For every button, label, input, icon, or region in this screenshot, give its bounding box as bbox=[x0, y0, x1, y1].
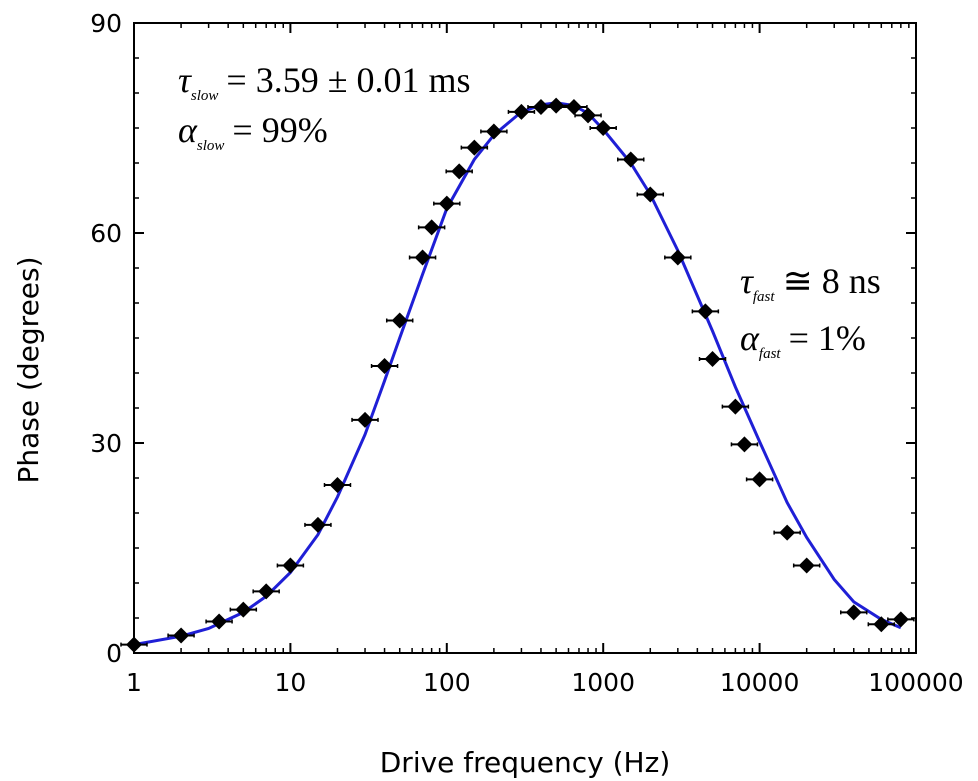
data-point bbox=[370, 358, 399, 374]
data-point bbox=[867, 616, 896, 633]
annotation-alpha-fast: αfast = 1% bbox=[740, 318, 866, 362]
diamond-marker bbox=[532, 99, 549, 115]
diamond-marker bbox=[779, 524, 796, 541]
y-tick-label: 30 bbox=[90, 429, 122, 458]
diamond-marker bbox=[751, 471, 768, 488]
data-point bbox=[730, 436, 759, 453]
y-tick-label: 0 bbox=[106, 639, 122, 668]
diamond-marker bbox=[513, 103, 530, 120]
data-point bbox=[323, 477, 352, 493]
diamond-marker bbox=[892, 611, 909, 628]
diamond-marker bbox=[565, 99, 582, 115]
diamond-marker bbox=[126, 636, 142, 653]
diamond-marker bbox=[548, 97, 565, 114]
data-point bbox=[507, 103, 536, 120]
data-point bbox=[417, 219, 446, 236]
annotation-alpha-slow: αslow = 99% bbox=[178, 110, 328, 154]
diamond-marker bbox=[845, 604, 862, 621]
fit-curve bbox=[133, 101, 902, 647]
data-point bbox=[745, 471, 774, 488]
x-tick-label: 1000 bbox=[571, 668, 635, 697]
data-point bbox=[589, 120, 617, 136]
diamond-marker bbox=[376, 358, 393, 374]
data-point bbox=[351, 411, 379, 428]
data-point bbox=[887, 611, 915, 628]
diamond-marker bbox=[414, 249, 431, 266]
diamond-marker bbox=[438, 195, 455, 212]
data-point bbox=[480, 123, 508, 140]
diamond-marker bbox=[622, 151, 639, 168]
data-point bbox=[229, 601, 258, 618]
x-tick-label: 10000 bbox=[720, 668, 800, 697]
data-points bbox=[120, 97, 915, 653]
data-point bbox=[252, 583, 280, 600]
data-point bbox=[773, 524, 801, 541]
diamond-marker bbox=[580, 107, 597, 124]
diamond-marker bbox=[173, 627, 190, 644]
diamond-marker bbox=[873, 616, 890, 633]
x-tick-label: 10 bbox=[274, 668, 306, 697]
diamond-marker bbox=[642, 186, 659, 203]
diamond-marker bbox=[669, 249, 686, 266]
data-point bbox=[167, 627, 195, 644]
y-tick-label: 90 bbox=[90, 9, 122, 38]
diamond-marker bbox=[451, 163, 468, 180]
data-point bbox=[691, 303, 720, 320]
data-point bbox=[304, 516, 332, 533]
y-axis-title: Phase (degrees) bbox=[12, 256, 45, 483]
annotation-tau-fast: τfast ≅ 8 ns bbox=[740, 261, 881, 305]
data-point bbox=[840, 604, 868, 621]
data-point bbox=[408, 249, 437, 266]
diamond-marker bbox=[595, 120, 612, 136]
data-point bbox=[574, 107, 602, 124]
data-point bbox=[664, 249, 692, 266]
diamond-marker bbox=[485, 123, 502, 140]
diamond-marker bbox=[211, 613, 228, 630]
axis-ticks bbox=[133, 22, 917, 654]
annotation-tau-slow: τslow = 3.59 ± 0.01 ms bbox=[178, 60, 470, 104]
diamond-marker bbox=[798, 557, 815, 574]
diamond-marker bbox=[727, 398, 744, 415]
diamond-marker bbox=[466, 139, 483, 156]
data-point bbox=[120, 636, 148, 653]
axis-tick-labels: 1 10 100 1000 10000 100000 0 30 60 90 bbox=[90, 9, 964, 697]
data-point bbox=[433, 195, 461, 212]
data-point bbox=[792, 557, 821, 574]
data-point bbox=[721, 398, 750, 415]
x-axis-title: Drive frequency (Hz) bbox=[380, 746, 671, 779]
data-point bbox=[276, 557, 305, 574]
data-point bbox=[616, 151, 645, 168]
data-point bbox=[385, 312, 414, 329]
data-point bbox=[636, 186, 665, 203]
diamond-marker bbox=[704, 351, 721, 367]
x-tick-label: 100 bbox=[423, 668, 471, 697]
data-point bbox=[445, 163, 473, 180]
data-point bbox=[460, 139, 489, 156]
diamond-marker bbox=[391, 312, 408, 329]
x-tick-label: 100000 bbox=[868, 668, 963, 697]
diamond-marker bbox=[282, 557, 299, 574]
diamond-marker bbox=[235, 601, 252, 618]
y-tick-label: 60 bbox=[90, 219, 122, 248]
data-point bbox=[560, 99, 588, 115]
diamond-marker bbox=[357, 411, 374, 428]
diamond-marker bbox=[309, 516, 326, 533]
diamond-marker bbox=[423, 219, 440, 236]
diamond-marker bbox=[329, 477, 346, 493]
x-tick-label: 1 bbox=[126, 668, 142, 697]
data-point bbox=[542, 97, 570, 114]
diamond-marker bbox=[736, 436, 753, 453]
data-point bbox=[205, 613, 233, 630]
diamond-marker bbox=[697, 303, 714, 320]
diamond-marker bbox=[258, 583, 275, 600]
data-point bbox=[698, 351, 727, 367]
